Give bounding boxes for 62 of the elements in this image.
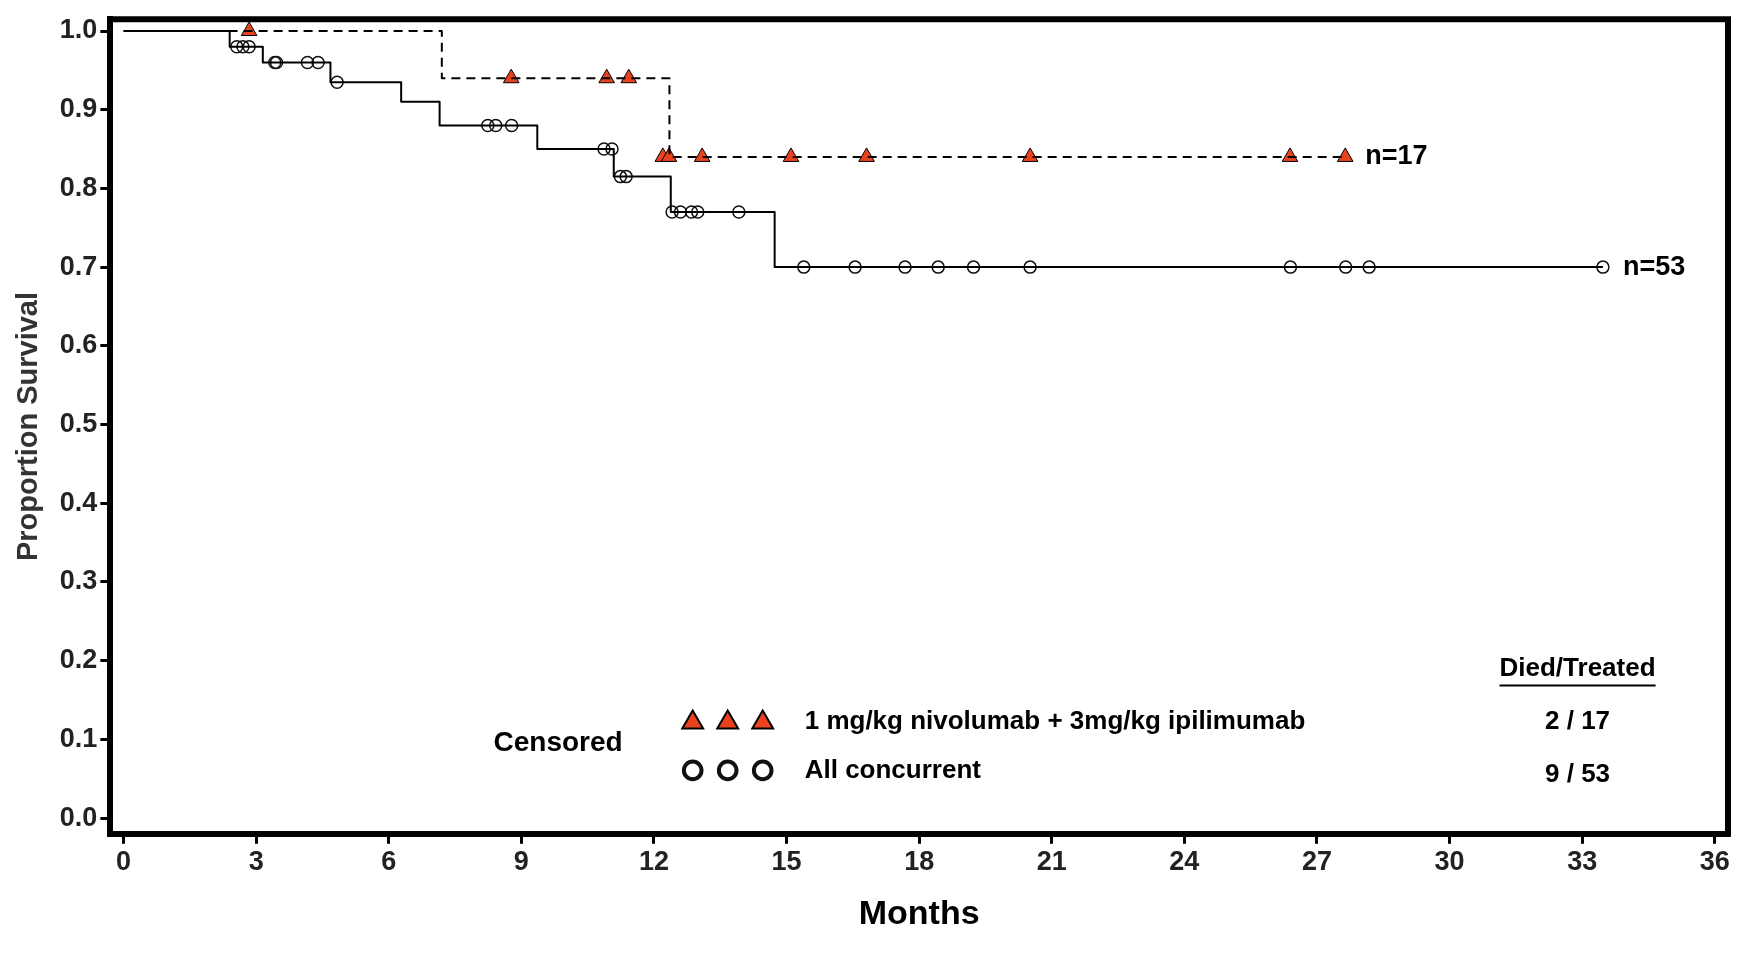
- point: [481, 118, 495, 133]
- x-tick-label: 3: [248, 846, 264, 877]
- y-tick-label: 0.3: [59, 565, 98, 596]
- point: [1362, 260, 1376, 274]
- annotation: Censored: [493, 726, 623, 758]
- annotation: 2 / 17: [1545, 704, 1611, 735]
- point: [311, 55, 325, 70]
- point: [330, 75, 344, 89]
- legend-label: 1 mg/kg nivolumab + 3mg/kg ipilimumab: [804, 704, 1306, 735]
- y-tick-label: 0.6: [59, 329, 98, 360]
- y-tick-label: 0.2: [59, 644, 98, 675]
- y-tick-label: 0.5: [59, 407, 98, 438]
- point: [613, 169, 628, 184]
- x-tick-label: 6: [381, 846, 397, 877]
- point: [1283, 260, 1298, 274]
- point: [684, 205, 699, 219]
- y-tick-label: 0.0: [59, 801, 98, 832]
- y-tick-label: 0.4: [59, 486, 98, 517]
- y-tick-label: 0.1: [59, 722, 98, 753]
- point: [242, 40, 256, 54]
- point: [898, 260, 912, 274]
- point: [1596, 260, 1610, 274]
- x-tick-label: 36: [1699, 846, 1730, 877]
- y-tick-label: 0.7: [59, 250, 98, 281]
- point: [665, 205, 679, 219]
- y-tick-label: 1.0: [59, 14, 98, 45]
- point: [236, 40, 250, 54]
- point: [504, 118, 519, 133]
- point: [619, 169, 633, 184]
- point: [300, 55, 315, 70]
- point: [489, 118, 503, 133]
- x-tick-label: 24: [1169, 846, 1200, 877]
- x-axis-title: Months: [858, 892, 980, 931]
- x-tick-label: 15: [771, 846, 802, 877]
- x-tick-label: 9: [513, 846, 529, 877]
- annotation: 9 / 53: [1545, 757, 1611, 788]
- point: [597, 142, 611, 156]
- y-axis-title: Proportion Survival: [11, 291, 44, 562]
- point: [229, 40, 244, 54]
- y-tick-label: 0.9: [59, 93, 98, 124]
- annotation: Died/Treated: [1499, 651, 1656, 682]
- point: [797, 260, 811, 274]
- x-tick-label: 12: [638, 846, 669, 877]
- annotation: n=17: [1365, 140, 1428, 171]
- x-tick-label: 18: [904, 846, 935, 877]
- point: [732, 205, 746, 219]
- point: [931, 260, 945, 274]
- point: [690, 205, 705, 219]
- point: [1023, 260, 1037, 274]
- x-tick-label: 27: [1301, 846, 1332, 877]
- x-tick-label: 21: [1036, 846, 1067, 877]
- point: [848, 260, 862, 274]
- point: [605, 142, 619, 156]
- legend-label: All concurrent: [804, 753, 982, 784]
- x-tick-label: 33: [1567, 846, 1598, 877]
- point: [1338, 260, 1353, 274]
- annotation: n=53: [1622, 250, 1686, 281]
- x-tick-label: 30: [1434, 846, 1465, 877]
- point: [673, 205, 688, 219]
- point: [966, 260, 981, 274]
- x-tick-label: 0: [116, 846, 132, 877]
- y-tick-label: 0.8: [59, 171, 98, 202]
